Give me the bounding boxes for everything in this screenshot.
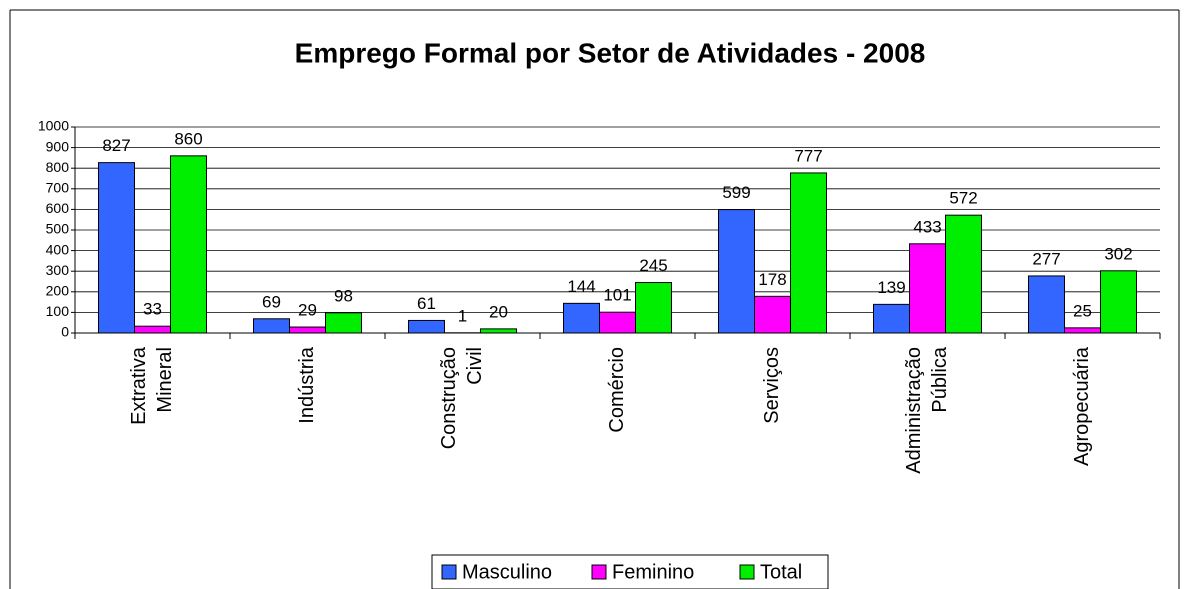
bar [480,328,517,334]
x-tick-label: Pública [929,346,951,412]
data-label: 302 [1104,244,1132,263]
legend-swatch [591,564,607,580]
bar [325,312,362,334]
legend-label: Total [760,561,802,583]
data-label: 144 [567,277,595,296]
x-tick-label: Serviços [761,347,783,424]
data-label: 33 [143,300,162,319]
y-tick-label: 0 [61,324,69,340]
x-tick-label: Construção [438,347,460,449]
bar [98,162,135,334]
data-label: 20 [489,302,508,321]
data-label: 777 [794,146,822,165]
y-tick-label: 200 [46,283,70,299]
x-tick-label: Comércio [606,347,628,433]
data-label: 245 [639,256,667,275]
y-tick-label: 800 [46,159,70,175]
legend-swatch [739,564,755,580]
bar [635,282,672,334]
bar [1028,275,1065,334]
bar [599,311,636,334]
bar [1100,270,1137,334]
data-label: 1 [458,306,467,325]
x-tick-label: Civil [464,347,486,385]
y-tick-label: 300 [46,262,70,278]
data-label: 98 [334,286,353,305]
data-label: 61 [417,294,436,313]
data-label: 178 [758,270,786,289]
bar [718,209,755,334]
y-tick-label: 1000 [38,118,69,134]
data-label: 69 [262,292,281,311]
x-tick-label: Agropecuária [1071,346,1093,466]
y-tick-label: 400 [46,241,70,257]
data-label: 860 [174,129,202,148]
x-tick-label: Administração [903,347,925,474]
bar [563,302,600,334]
y-tick-label: 700 [46,180,70,196]
bar [289,326,326,334]
bar [134,325,171,334]
x-tick-label: Extrativa [128,346,150,425]
bar [790,172,827,334]
bar [253,318,290,334]
data-label: 827 [102,136,130,155]
data-label: 599 [722,183,750,202]
legend-box [431,554,829,589]
legend-label: Masculino [462,561,552,583]
bar [754,295,791,334]
y-tick-label: 900 [46,138,70,154]
data-label: 433 [913,217,941,236]
bar [873,303,910,334]
y-tick-label: 600 [46,200,70,216]
y-tick-label: 500 [46,221,70,237]
data-label: 25 [1073,301,1092,320]
data-label: 139 [877,278,905,297]
data-label: 101 [603,286,631,305]
data-label: 572 [949,189,977,208]
y-tick-label: 100 [46,303,70,319]
data-label: 29 [298,301,317,320]
x-tick-label: Indústria [296,346,318,424]
legend-swatch [441,564,457,580]
bar [408,319,445,334]
data-label: 277 [1032,249,1060,268]
bar [170,155,207,334]
x-tick-label: Mineral [154,347,176,413]
bar [909,243,946,334]
legend-label: Feminino [612,561,694,583]
chart-title: Emprego Formal por Setor de Atividades -… [295,37,926,68]
bar [1064,327,1101,334]
bar [945,214,982,334]
